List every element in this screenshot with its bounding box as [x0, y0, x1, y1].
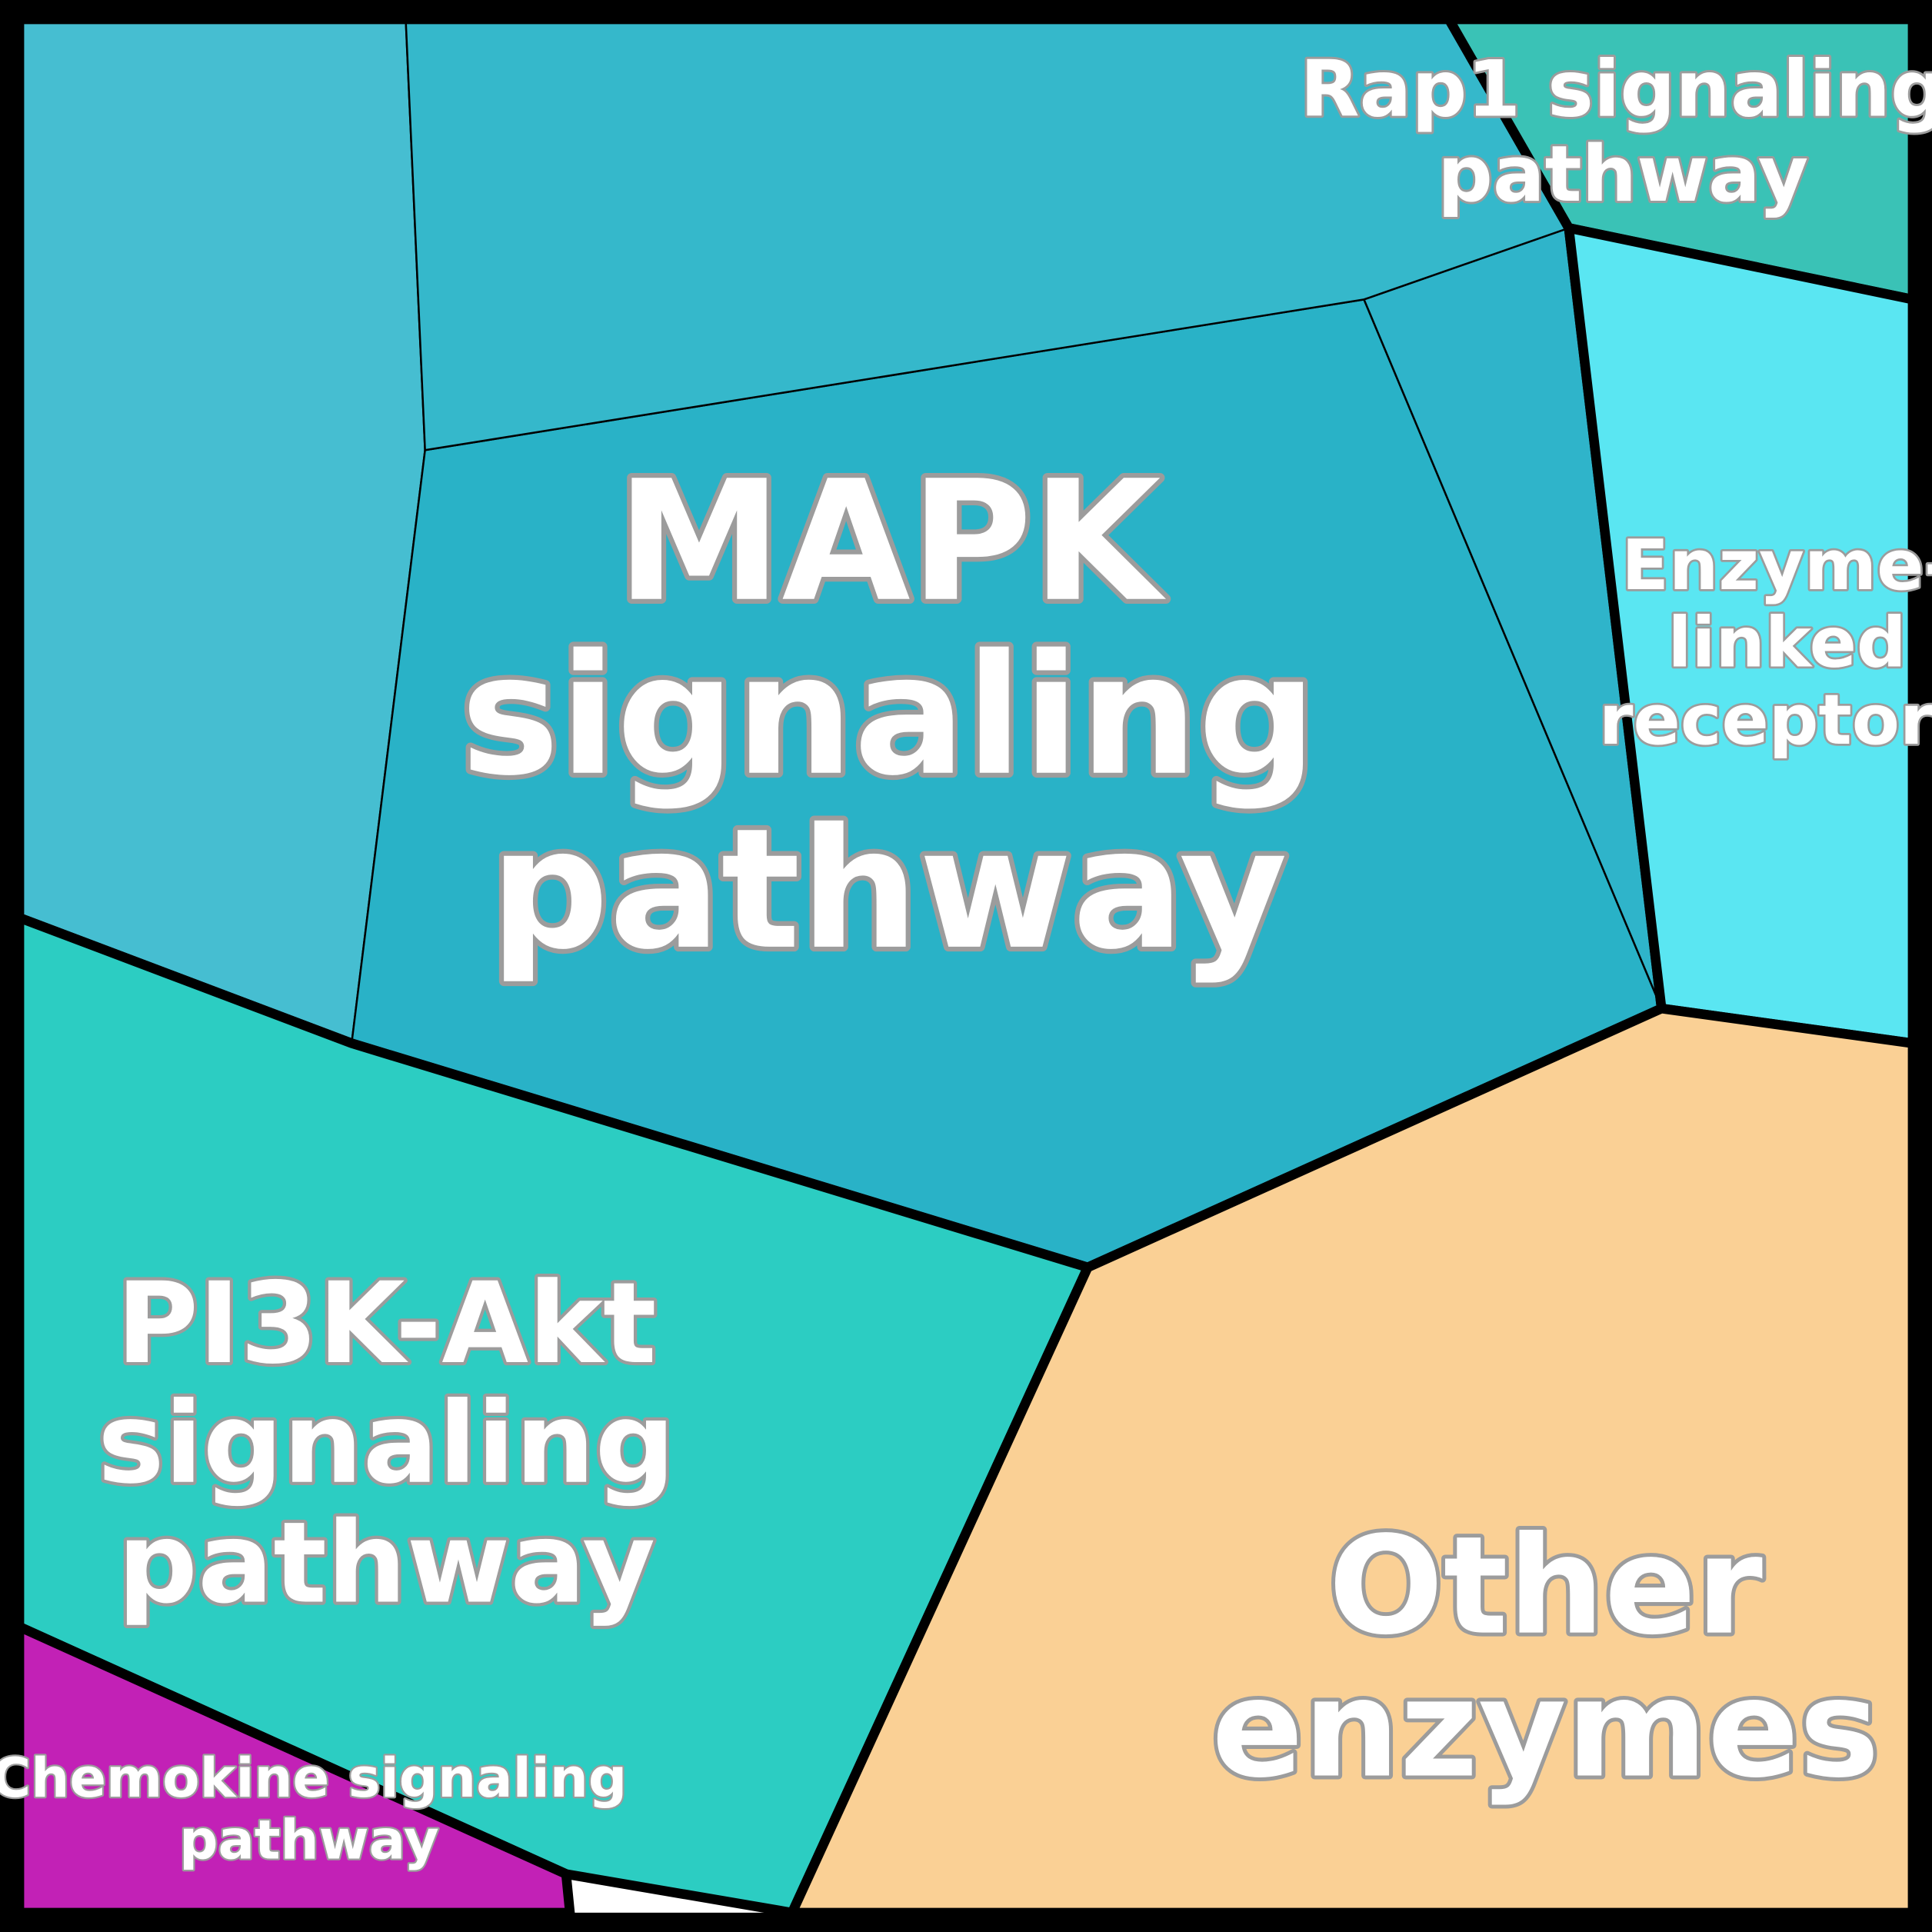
- label-pi3k-akt: PI3K-Aktsignalingpathway: [98, 1259, 675, 1628]
- cell-mapk-sub3: [19, 19, 425, 1043]
- voronoi-svg: MAPKsignalingpathwayRap1 signalingpathwa…: [0, 0, 1932, 1932]
- voronoi-treemap: MAPKsignalingpathwayRap1 signalingpathwa…: [0, 0, 1932, 1932]
